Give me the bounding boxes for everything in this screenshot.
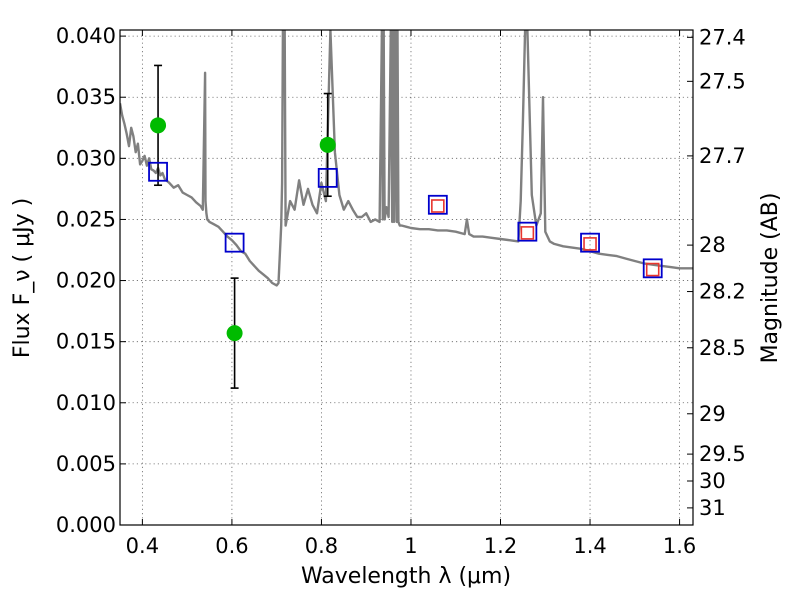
x-tick-label: 0.8 <box>305 534 338 558</box>
mag-tick-label: 29 <box>699 402 726 426</box>
x-tick-label: 1.2 <box>484 534 517 558</box>
red-square-marker <box>520 226 535 240</box>
y-tick-label: 0.010 <box>56 391 116 415</box>
y2-axis-label: Magnitude (AB) <box>758 193 783 364</box>
red-square-marker <box>645 262 660 277</box>
model-spectrum-line <box>120 30 693 287</box>
mag-tick-label: 27.5 <box>699 69 746 93</box>
mag-tick-label: 27.4 <box>699 25 746 49</box>
mag-tick-label: 28 <box>699 233 726 257</box>
plot-frame <box>119 29 694 526</box>
y-tick-label: 0.005 <box>56 452 116 476</box>
model-spectrum-layer <box>120 30 693 287</box>
y-tick-label: 0.020 <box>56 269 116 293</box>
x-axis-label: Wavelength λ (μm) <box>301 564 511 589</box>
model-square-marker <box>517 221 538 242</box>
mag-tick-label: 28.5 <box>699 336 746 360</box>
y-tick-label: 0.030 <box>56 146 116 170</box>
observed-point <box>226 325 243 342</box>
axis-ticks <box>120 30 693 526</box>
mag-tick-label: 28.2 <box>699 280 746 304</box>
model-square-marker <box>580 232 600 253</box>
y-tick-label: 0.025 <box>56 207 116 231</box>
x-tick-label: 0.4 <box>126 534 159 558</box>
red-square-marker <box>583 237 597 251</box>
tick-labels: 0.4 0.6 0.8 1 1.2 1.4 1.6 0.000 0.005 0.010 0.015 0… <box>56 24 746 558</box>
mag-tick-label: 29.5 <box>699 442 746 466</box>
data-markers-layer <box>148 64 663 389</box>
mag-tick-label: 30 <box>699 469 726 493</box>
y-tick-label: 0.035 <box>56 85 116 109</box>
red-square-marker <box>431 199 445 213</box>
x-tick-label: 0.6 <box>215 534 248 558</box>
observed-point <box>319 136 336 153</box>
x-tick-label: 1.6 <box>663 534 696 558</box>
mag-tick-label: 27.7 <box>699 144 746 168</box>
x-tick-label: 1 <box>404 534 417 558</box>
observed-point <box>150 117 167 134</box>
y-axis-label: Flux F_ν ( μJy ) <box>10 198 35 358</box>
y-tick-label: 0.040 <box>56 24 116 48</box>
model-square-marker <box>224 232 245 253</box>
y-tick-label: 0.015 <box>56 330 116 354</box>
y-tick-label: 0.000 <box>56 513 116 537</box>
model-square-marker <box>427 194 448 215</box>
model-square-marker <box>317 167 338 188</box>
mag-tick-label: 31 <box>699 496 726 520</box>
x-tick-label: 1.4 <box>573 534 606 558</box>
model-square-marker <box>642 258 663 279</box>
model-square-marker <box>148 161 168 182</box>
